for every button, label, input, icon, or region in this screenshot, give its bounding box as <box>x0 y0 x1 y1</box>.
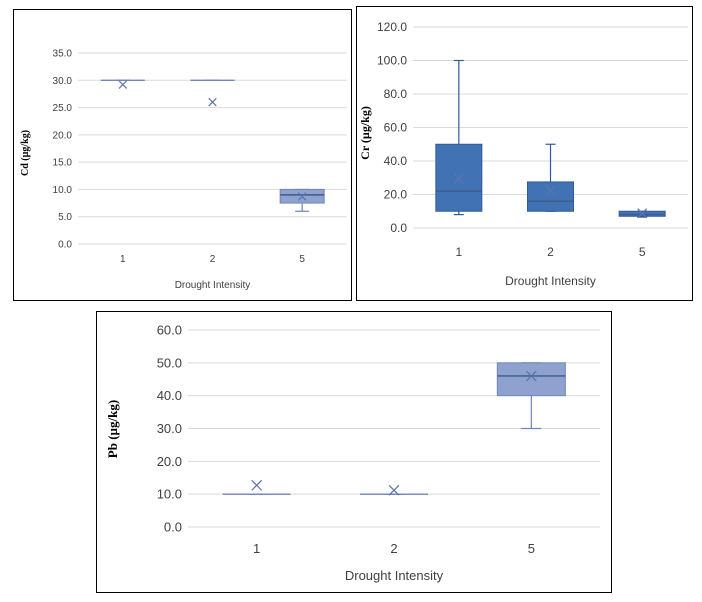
cd-x-tick-label: 5 <box>299 254 305 265</box>
pb-y-tick-label: 50.0 <box>157 355 182 370</box>
cr-box-plot: 0.0 20.0 40.0 60.0 80.0 100.0 120.0 1 2 5 Drought … <box>358 20 688 288</box>
cr-y-tick-label: 60.0 <box>384 121 408 135</box>
pb-x-tick-label: 1 <box>253 541 260 556</box>
cd-y-axis-title: Cd (µg/kg) <box>20 130 31 176</box>
cr-mean-marker <box>545 185 556 196</box>
cd-y-tick-label: 30.0 <box>53 76 73 87</box>
pb-box-1 <box>222 479 291 495</box>
cr-chart-panel: 0.0 20.0 40.0 60.0 80.0 100.0 120.0 1 2 5 Drought … <box>356 6 693 301</box>
cr-x-tick-label: 5 <box>639 245 646 259</box>
pb-iqr-box <box>496 362 566 397</box>
cr-mean-marker <box>453 173 464 184</box>
pb-y-tick-label: 10.0 <box>157 487 182 502</box>
cd-y-tick-label: 15.0 <box>53 158 73 169</box>
pb-x-tick-label: 2 <box>390 541 397 556</box>
cr-y-tick-label: 40.0 <box>384 154 408 168</box>
cd-y-tick-label: 35.0 <box>53 49 73 60</box>
cr-y-axis-title: Cr (µg/kg) <box>358 106 372 160</box>
cd-y-tick-label: 10.0 <box>53 185 73 196</box>
pb-x-tick-label: 5 <box>528 541 535 556</box>
cd-x-tick-label: 2 <box>210 254 216 265</box>
cd-mean-marker <box>118 80 128 89</box>
cd-chart-panel: 0.0 5.0 10.0 15.0 20.0 25.0 30.0 35.0 1 2 5 Drought… <box>13 9 352 301</box>
pb-y-tick-label: 40.0 <box>157 388 182 403</box>
pb-mean-marker <box>525 370 537 382</box>
cr-y-tick-label: 80.0 <box>384 87 408 101</box>
cd-box-5 <box>279 188 325 212</box>
cr-mean-marker <box>637 208 648 219</box>
cr-y-tick-label: 0.0 <box>390 221 407 235</box>
cr-y-tick-label: 20.0 <box>384 188 408 202</box>
cr-box-1 <box>435 59 483 216</box>
pb-box-plot: 0.0 10.0 20.0 30.0 40.0 50.0 60.0 1 2 5 Drought In… <box>105 323 600 583</box>
cr-box-2 <box>527 143 574 212</box>
cr-iqr-box <box>527 181 574 212</box>
pb-box-2 <box>360 484 428 496</box>
cd-y-tick-label: 0.0 <box>58 240 72 251</box>
pb-y-tick-label: 0.0 <box>164 520 182 535</box>
cd-mean-marker <box>297 192 307 201</box>
pb-y-tick-label: 60.0 <box>157 323 182 338</box>
pb-y-tick-label: 30.0 <box>157 421 182 436</box>
cd-y-tick-label: 5.0 <box>58 212 72 223</box>
cr-box-5 <box>618 208 666 219</box>
cd-y-tick-label: 20.0 <box>53 130 73 141</box>
pb-x-axis-title: Drought Intensity <box>345 568 444 583</box>
pb-y-tick-label: 20.0 <box>157 454 182 469</box>
cr-x-tick-label: 2 <box>547 245 554 259</box>
pb-y-axis-title: Pb (µg/kg) <box>105 400 120 458</box>
pb-box-5 <box>496 362 566 430</box>
cd-box-2 <box>190 79 235 107</box>
cd-y-tick-label: 25.0 <box>53 103 73 114</box>
cd-x-tick-label: 1 <box>120 254 126 265</box>
cd-mean-marker <box>208 97 217 107</box>
cr-x-tick-label: 1 <box>455 245 462 259</box>
cr-y-tick-label: 120.0 <box>377 20 407 34</box>
cd-x-axis-title: Drought Intensity <box>175 280 251 291</box>
cr-y-tick-label: 100.0 <box>377 54 407 68</box>
cd-box-1 <box>100 79 145 89</box>
pb-chart-panel: 0.0 10.0 20.0 30.0 40.0 50.0 60.0 1 2 5 Drought In… <box>96 311 612 593</box>
cd-box-plot: 0.0 5.0 10.0 15.0 20.0 25.0 30.0 35.0 1 2 5 Drought… <box>20 49 347 291</box>
pb-mean-marker <box>388 484 400 496</box>
pb-mean-marker <box>251 479 263 491</box>
cr-x-axis-title: Drought Intensity <box>505 274 596 288</box>
